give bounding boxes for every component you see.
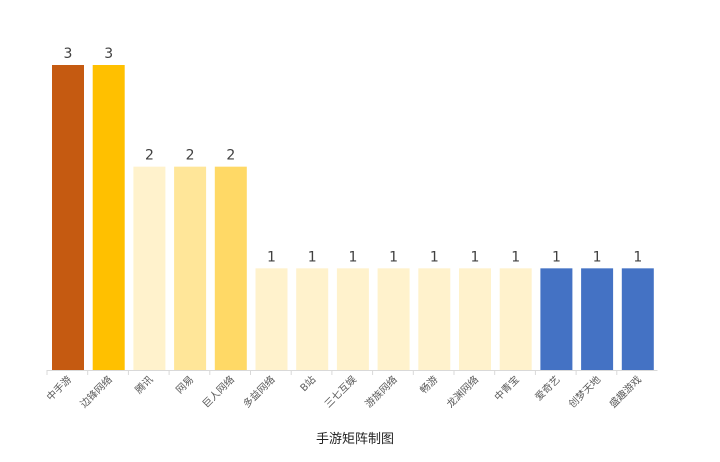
data-label: 1: [593, 249, 602, 265]
data-label: 1: [471, 249, 480, 265]
data-label: 1: [511, 249, 520, 265]
x-tick-label: 龙渊网络: [444, 373, 481, 410]
bar: [92, 65, 125, 370]
x-tick-label: 多益网络: [240, 373, 277, 410]
bar: [52, 65, 84, 370]
data-label: 2: [145, 148, 154, 164]
bar: [377, 268, 410, 370]
data-label: 1: [430, 249, 439, 265]
data-label: 3: [64, 46, 73, 62]
bar: [174, 166, 207, 370]
bar: [621, 268, 654, 370]
x-axis-label: 手游矩阵制图: [316, 432, 394, 447]
x-tick-label: 盛趣游戏: [606, 373, 643, 410]
bar: [255, 268, 288, 370]
bar: [296, 268, 329, 370]
x-tick-label: 巨人网络: [199, 373, 236, 410]
data-label: 1: [633, 249, 642, 265]
x-tick-label: 畅游: [417, 373, 440, 396]
x-tick-label: 爱奇艺: [532, 373, 562, 403]
bar: [418, 268, 451, 370]
data-label: 1: [552, 249, 561, 265]
data-label: 3: [104, 46, 113, 62]
bar: [581, 268, 614, 370]
data-label: 1: [389, 249, 398, 265]
x-tick-label: 游族网络: [362, 373, 399, 410]
x-tick-label: B站: [297, 373, 318, 394]
data-label: 2: [186, 148, 195, 164]
x-tick-label: 中青宝: [491, 373, 521, 403]
x-tick-label: 腾讯: [132, 373, 155, 396]
x-tick-label: 网易: [174, 374, 197, 397]
x-tick-label: 三七互娱: [322, 373, 359, 410]
data-label: 1: [308, 249, 317, 265]
x-tick-label: 创梦天地: [566, 373, 603, 410]
bar: [336, 268, 369, 370]
bar: [540, 268, 573, 370]
bar: [459, 268, 491, 370]
bar: [133, 166, 166, 370]
x-tick-label: 边锋网络: [77, 373, 114, 410]
x-tick-label: 中手游: [44, 373, 74, 403]
bar: [499, 268, 532, 370]
data-label: 2: [226, 148, 235, 164]
data-label: 1: [267, 249, 276, 265]
data-label: 1: [348, 249, 357, 265]
bar: [214, 166, 247, 370]
